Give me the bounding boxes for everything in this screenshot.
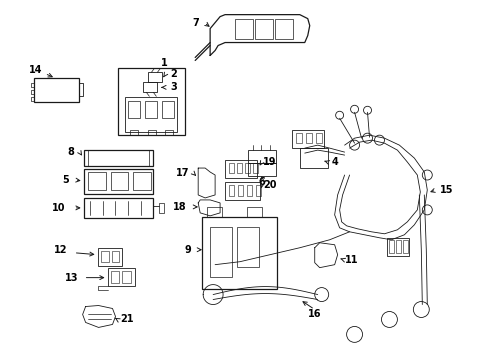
Text: 4: 4 — [330, 157, 337, 167]
Text: 13: 13 — [65, 273, 78, 283]
Bar — [83, 169, 153, 194]
Bar — [111, 251, 119, 262]
Bar — [247, 150, 275, 163]
Bar — [165, 130, 173, 135]
Bar — [255, 185, 261, 196]
Text: 17: 17 — [175, 168, 188, 178]
Bar — [403, 240, 407, 253]
Bar — [228, 163, 234, 173]
Text: 7: 7 — [192, 18, 199, 28]
Bar — [224, 160, 256, 178]
Bar — [237, 163, 242, 173]
Bar — [148, 72, 162, 82]
Bar — [159, 203, 164, 213]
Text: 1: 1 — [161, 58, 167, 68]
Text: 18: 18 — [173, 202, 187, 212]
Bar — [148, 130, 156, 135]
Bar — [252, 163, 258, 173]
Bar — [101, 251, 108, 262]
Bar — [315, 133, 321, 143]
Text: 12: 12 — [54, 245, 67, 255]
Bar — [246, 207, 262, 217]
Bar — [125, 97, 177, 132]
Bar — [235, 19, 252, 39]
Text: 5: 5 — [62, 175, 69, 185]
Bar — [396, 240, 401, 253]
Bar — [87, 172, 105, 190]
Bar — [128, 101, 140, 118]
Text: 19: 19 — [263, 157, 276, 167]
Bar — [143, 82, 157, 92]
Bar — [133, 172, 151, 190]
Bar — [295, 133, 301, 143]
Bar — [162, 101, 174, 118]
Bar — [110, 172, 128, 190]
Bar — [122, 271, 131, 283]
Bar — [238, 185, 243, 196]
Bar — [291, 130, 323, 148]
Text: 11: 11 — [344, 255, 358, 265]
Bar — [107, 268, 135, 285]
Bar — [202, 217, 276, 289]
Text: 20: 20 — [263, 180, 276, 190]
Text: 21: 21 — [121, 314, 134, 324]
Bar — [207, 207, 222, 217]
Bar — [246, 185, 251, 196]
Bar — [98, 248, 122, 266]
Text: 6: 6 — [258, 177, 265, 187]
Bar — [145, 101, 157, 118]
Bar — [299, 148, 327, 168]
Text: 14: 14 — [29, 66, 42, 76]
Bar — [237, 227, 259, 267]
Text: 16: 16 — [307, 310, 321, 319]
Bar — [386, 238, 408, 256]
Text: 3: 3 — [169, 82, 176, 93]
Bar — [83, 198, 153, 218]
Bar — [83, 150, 153, 166]
Bar — [210, 227, 232, 276]
Bar — [118, 68, 185, 135]
Text: 2: 2 — [169, 69, 176, 80]
Text: 10: 10 — [52, 203, 65, 213]
Bar — [388, 240, 394, 253]
Bar — [34, 78, 79, 102]
Bar — [130, 130, 138, 135]
Bar — [274, 19, 292, 39]
Bar — [228, 185, 234, 196]
Text: 15: 15 — [439, 185, 452, 195]
Bar — [254, 19, 272, 39]
Bar — [110, 271, 119, 283]
Text: 9: 9 — [184, 245, 191, 255]
Text: 8: 8 — [67, 147, 74, 157]
Bar — [224, 182, 260, 200]
Bar — [244, 163, 249, 173]
Bar — [247, 163, 275, 176]
Bar — [305, 133, 311, 143]
